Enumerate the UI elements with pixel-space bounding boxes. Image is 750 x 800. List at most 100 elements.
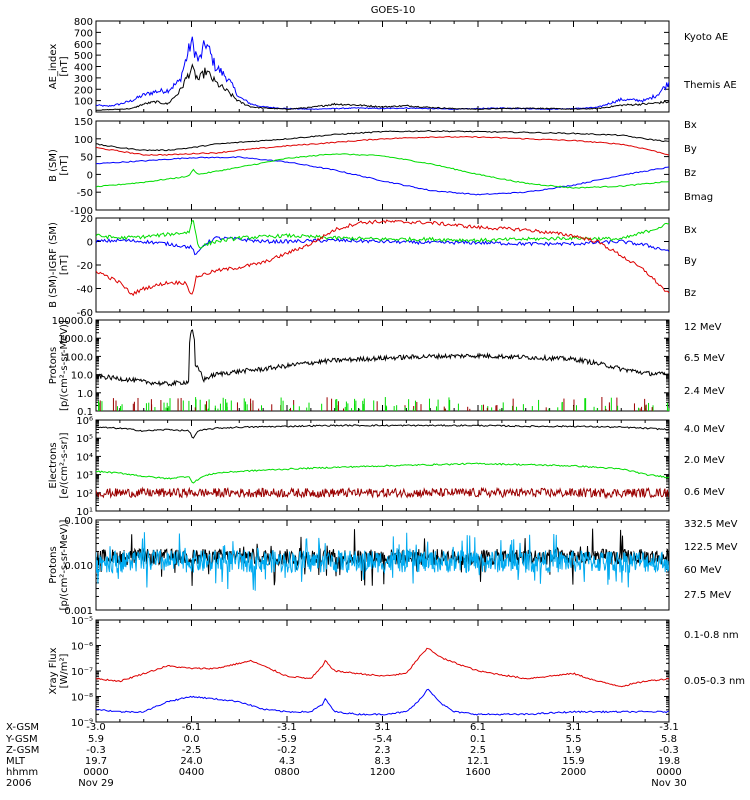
- y-axis-label: Protons: [48, 546, 59, 583]
- ephemeris-value: 5.5: [566, 734, 582, 745]
- ephemeris-row-label: 2006: [6, 778, 31, 789]
- ephemeris-row-label: X-GSM: [6, 722, 39, 733]
- y-tick-label: 0: [87, 238, 93, 249]
- y-axis-label: [p/(cm²-s-sr-MeV)]: [59, 519, 70, 610]
- series-line-4-0-mev: [96, 486, 669, 500]
- y-axis-label: B (SM)-IGRF (SM): [48, 222, 59, 308]
- y-tick-label: 100: [74, 135, 93, 146]
- ephemeris-value: 3.1: [375, 722, 391, 733]
- y-tick-label: 1000.0: [58, 334, 93, 345]
- legend-entry: 27.5 MeV: [684, 590, 731, 601]
- y-tick-label: -50: [77, 188, 93, 199]
- legend-entry: By: [684, 144, 697, 155]
- y-axis-label: [nT]: [59, 56, 70, 76]
- legend-entry: 6.5 MeV: [684, 353, 725, 364]
- ephemeris-value: 0800: [274, 767, 299, 778]
- series-line-27-5-mev: [96, 528, 669, 586]
- series-line-kyoto-ae: [96, 36, 669, 111]
- ephemeris-row-label: hhmm: [6, 767, 38, 778]
- panel-5: 10¹ 10² 10³ 10⁴ 10⁵ 10⁶ Electrons [e/(cm²-s-sr)…: [48, 416, 725, 518]
- legend-entry: Bx: [684, 225, 697, 236]
- y-tick-label: 10⁻⁸: [71, 693, 93, 704]
- ephemeris-value: -5.9: [277, 734, 297, 745]
- ephemeris-value: 19.8: [658, 756, 680, 767]
- y-tick-label: 400: [74, 63, 93, 74]
- y-axis-label: [p/(cm²-s-sr-MeV)]: [59, 320, 70, 411]
- legend-entry: 122.5 MeV: [684, 542, 738, 553]
- y-tick-label: 10¹: [76, 507, 93, 518]
- ephemeris-value: Nov 29: [78, 778, 113, 789]
- y-tick-label: 10⁻⁵: [71, 616, 93, 627]
- ephemeris-value: -3.1: [277, 722, 297, 733]
- y-tick-label: 150: [74, 117, 93, 128]
- ephemeris-value: 12.1: [467, 756, 489, 767]
- y-tick-label: 1.0: [77, 389, 93, 400]
- ephemeris-value: 2000: [561, 767, 586, 778]
- y-axis-label: [nT]: [59, 155, 70, 175]
- ephemeris-value: -5.4: [373, 734, 393, 745]
- y-tick-label: 10.0: [71, 371, 93, 382]
- y-tick-label: 10⁵: [76, 434, 93, 445]
- legend-entry: Bz: [684, 168, 696, 179]
- ephemeris-table: X-GSMY-GSMZ-GSMMLThhmm2006-3.05.9-0.319.…: [5, 722, 687, 789]
- y-tick-label: 300: [74, 74, 93, 85]
- legend-entry: Kyoto AE: [684, 32, 728, 43]
- series-line-bx: [96, 236, 669, 256]
- ephemeris-value: 4.3: [279, 756, 295, 767]
- y-tick-label: 10⁻⁷: [71, 667, 93, 678]
- ephemeris-value: 0.1: [470, 734, 486, 745]
- legend-entry: 2.4 MeV: [684, 386, 725, 397]
- ephemeris-value: 1600: [465, 767, 490, 778]
- series-line-by: [96, 153, 669, 189]
- ephemeris-row-label: Z-GSM: [6, 745, 39, 756]
- y-tick-label: -40: [77, 285, 93, 296]
- legend-entry: 60 MeV: [684, 565, 722, 576]
- y-axis-label: B (SM): [48, 149, 59, 182]
- y-tick-label: 0: [87, 170, 93, 181]
- y-tick-label: 0.010: [64, 561, 93, 572]
- panel-frame: [95, 217, 670, 313]
- ephemeris-value: -0.3: [86, 745, 106, 756]
- ephemeris-value: 3.1: [566, 722, 582, 733]
- y-tick-label: 600: [74, 40, 93, 51]
- legend-entry: Bmag: [684, 192, 713, 203]
- y-axis-label: [nT]: [59, 255, 70, 275]
- ephemeris-value: -2.5: [182, 745, 202, 756]
- y-tick-label: 800: [74, 17, 93, 28]
- series-line-bz: [96, 135, 669, 156]
- y-tick-label: 100: [74, 97, 93, 108]
- series-line-60-mev: [96, 532, 669, 591]
- y-tick-label: 20: [80, 214, 93, 225]
- series-line-0-05-0-3-nm: [96, 688, 669, 716]
- ephemeris-value: -0.3: [659, 745, 679, 756]
- ephemeris-value: 0.0: [184, 734, 200, 745]
- ephemeris-value: -3.0: [86, 722, 106, 733]
- chart-title: GOES-10: [371, 5, 416, 16]
- panel-3: -60 -40 -20 0 20 B (SM)-IGRF (SM) [nT] Bx By Bz: [48, 214, 697, 319]
- legend-entry: 332.5 MeV: [684, 519, 738, 530]
- panel-4: 0.1 1.0 10.0 100.0 1000.0 10000.0 Protons [p/(c…: [48, 316, 725, 418]
- panel-frame: [95, 619, 670, 723]
- ephemeris-value: -3.1: [659, 722, 679, 733]
- y-axis-label: Protons: [48, 347, 59, 384]
- y-tick-label: 10²: [76, 489, 93, 500]
- y-tick-label: 0: [87, 108, 93, 119]
- panel-7: 10⁻⁹ 10⁻⁸ 10⁻⁷ 10⁻⁶ 10⁻⁵ Xray Flux [W/m²] 0.1-0…: [48, 616, 745, 729]
- ephemeris-value: 0400: [179, 767, 204, 778]
- legend-entry: 12 MeV: [684, 322, 722, 333]
- series-line-bx: [96, 156, 669, 196]
- series-line-2-0-mev: [96, 462, 669, 484]
- series-line-2-4-mev: [96, 329, 669, 387]
- y-tick-label: -20: [77, 261, 93, 272]
- ephemeris-row-label: Y-GSM: [5, 734, 38, 745]
- ephemeris-value: 1.9: [566, 745, 582, 756]
- y-tick-label: 10000.0: [52, 316, 93, 327]
- y-axis-label: AE_index: [48, 44, 59, 90]
- y-axis-label: [e/(cm²-s-sr)]: [59, 432, 70, 498]
- y-tick-label: 0.001: [64, 606, 93, 617]
- ephemeris-value: 15.9: [562, 756, 584, 767]
- y-axis-label: [W/m²]: [59, 653, 70, 688]
- legend-entry: 2.0 MeV: [684, 455, 725, 466]
